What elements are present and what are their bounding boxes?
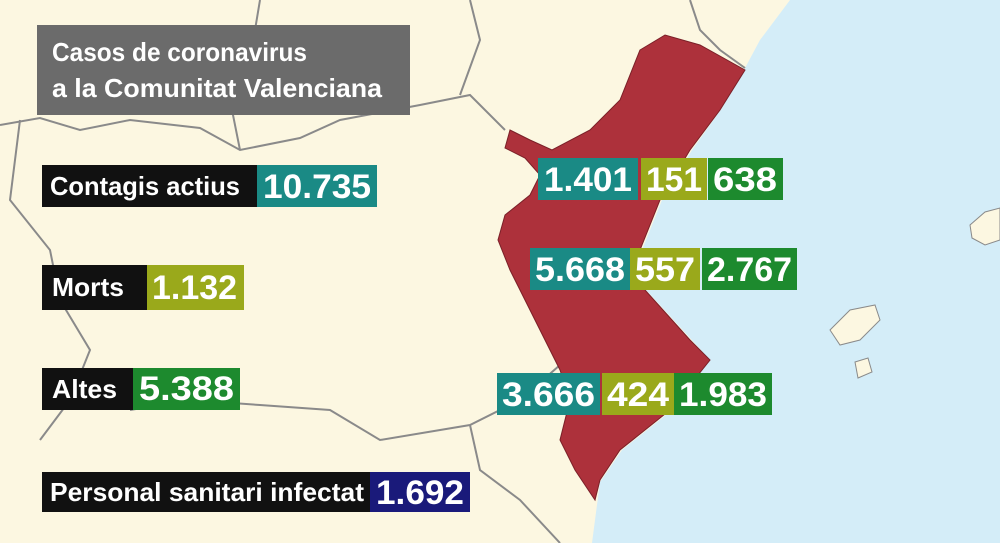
border bbox=[469, 424, 561, 543]
province-value: 424 bbox=[607, 376, 669, 414]
province-value: 1.983 bbox=[679, 376, 767, 414]
stat-label: Morts bbox=[52, 272, 124, 302]
value-box bbox=[708, 158, 783, 200]
province-value: 638 bbox=[713, 161, 777, 199]
label-box bbox=[42, 265, 147, 310]
stat-value: 1.132 bbox=[152, 269, 237, 307]
stat-value: 10.735 bbox=[263, 168, 371, 206]
value-box bbox=[497, 373, 600, 415]
stat-value: 5.388 bbox=[139, 370, 234, 408]
title-line: a la Comunitat Valenciana bbox=[52, 73, 383, 103]
stat-label: Contagis actius bbox=[50, 171, 240, 201]
value-box bbox=[530, 248, 630, 290]
value-box bbox=[257, 165, 377, 207]
value-box bbox=[133, 368, 240, 410]
value-box bbox=[630, 248, 700, 290]
province-value: 5.668 bbox=[535, 251, 625, 289]
title-line: Casos de coronavirus bbox=[52, 37, 307, 67]
title-box bbox=[37, 25, 410, 115]
value-box bbox=[702, 248, 797, 290]
stat-value: 1.692 bbox=[376, 474, 464, 512]
value-box bbox=[602, 373, 674, 415]
label-box bbox=[42, 165, 257, 207]
island bbox=[854, 357, 873, 379]
label-box bbox=[42, 472, 370, 512]
province-value: 557 bbox=[635, 251, 695, 289]
island bbox=[829, 304, 881, 346]
stat-label: Personal sanitari infectat bbox=[50, 477, 364, 507]
border bbox=[689, 0, 746, 69]
province-value: 2.767 bbox=[707, 251, 792, 289]
stat-label: Altes bbox=[52, 374, 117, 404]
province-value: 1.401 bbox=[544, 161, 632, 199]
province-value: 3.666 bbox=[502, 376, 595, 414]
border bbox=[459, 0, 482, 96]
value-box bbox=[147, 265, 244, 310]
value-box bbox=[538, 158, 638, 200]
label-box bbox=[42, 368, 134, 410]
island bbox=[969, 207, 1000, 246]
value-box bbox=[641, 158, 707, 200]
province-value: 151 bbox=[646, 161, 702, 199]
value-box bbox=[370, 472, 470, 512]
value-box bbox=[674, 373, 772, 415]
